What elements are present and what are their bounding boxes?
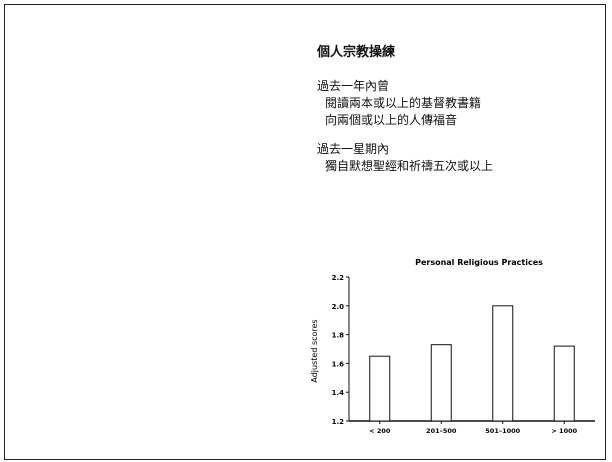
section-past-year: 過去一年內曾 閱讀兩本或以上的基督教書籍 向兩個或以上的人傳福音 xyxy=(317,78,597,129)
section-heading: 過去一年內曾 xyxy=(317,78,597,95)
y-tick-label: 1.4 xyxy=(332,389,345,397)
y-tick-label: 1.6 xyxy=(332,360,345,368)
y-tick-label: 2.2 xyxy=(332,274,345,282)
x-tick-label: 501–1000 xyxy=(485,427,520,435)
bar xyxy=(370,356,390,421)
bar xyxy=(431,345,451,421)
list-item: 閱讀兩本或以上的基督教書籍 xyxy=(317,95,597,112)
slide-title: 個人宗教操練 xyxy=(317,41,597,60)
slide: 個人宗教操練 過去一年內曾 閱讀兩本或以上的基督教書籍 向兩個或以上的人傳福音 … xyxy=(4,4,606,460)
y-tick-label: 2.0 xyxy=(332,303,345,311)
y-tick-label: 1.8 xyxy=(332,332,345,340)
y-axis-label: Adjusted scores xyxy=(310,319,319,382)
section-heading: 過去一星期內 xyxy=(317,141,597,158)
chart-title: Personal Religious Practices xyxy=(415,258,543,267)
x-tick-label: > 1000 xyxy=(551,427,577,435)
chart-canvas: Personal Religious Practices Adjusted sc… xyxy=(305,255,605,451)
slide-text: 個人宗教操練 過去一年內曾 閱讀兩本或以上的基督教書籍 向兩個或以上的人傳福音 … xyxy=(317,41,597,187)
list-item: 獨自默想聖經和祈禱五次或以上 xyxy=(317,158,597,175)
section-past-week: 過去一星期內 獨自默想聖經和祈禱五次或以上 xyxy=(317,141,597,175)
bar xyxy=(554,346,574,421)
list-item: 向兩個或以上的人傳福音 xyxy=(317,112,597,129)
bar-chart: Personal Religious Practices Adjusted sc… xyxy=(305,255,605,451)
x-tick-label: 201–500 xyxy=(426,427,457,435)
x-tick-label: < 200 xyxy=(369,427,391,435)
plot-area: 1.2 1.4 1.6 1.8 2.0 2.2 < 200 201–500 501–1000 > … xyxy=(332,274,595,435)
y-tick-label: 1.2 xyxy=(332,418,345,426)
bar xyxy=(493,306,513,421)
